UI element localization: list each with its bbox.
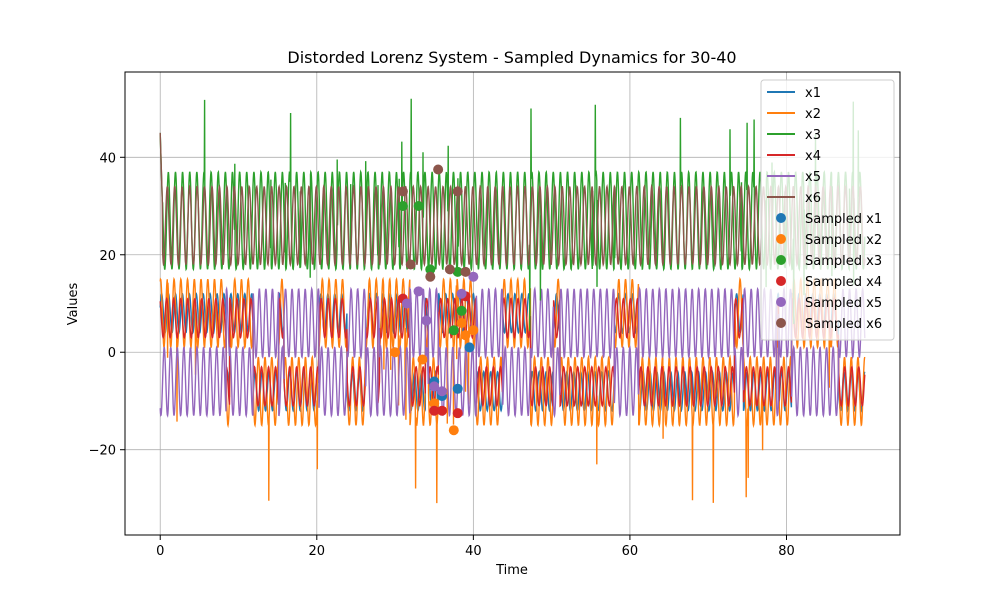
sampled-point-Sampled-x2 xyxy=(429,398,440,409)
sampled-point-Sampled-x5 xyxy=(401,298,412,309)
y-tick-label: −20 xyxy=(89,444,116,459)
axis-ticks: 0 20 40 60 80 −20 0 20 40 xyxy=(89,151,795,559)
legend-label: Sampled x3 xyxy=(805,254,882,269)
legend-marker-Sampled-x6 xyxy=(776,318,786,328)
series-line-x4 xyxy=(159,296,866,408)
sampled-point-Sampled-x3 xyxy=(456,305,467,316)
legend-label: x4 xyxy=(805,149,821,164)
legend-marker-Sampled-x2 xyxy=(776,234,786,244)
legend-label: Sampled x2 xyxy=(805,233,882,248)
legend-label: Sampled x4 xyxy=(805,275,882,290)
y-tick-label: 40 xyxy=(99,151,116,166)
series-line-x5 xyxy=(159,286,866,419)
sampled-point-Sampled-x6 xyxy=(460,266,471,277)
legend-box xyxy=(760,79,895,341)
legend-label: x3 xyxy=(805,128,821,143)
sampled-point-Sampled-x3 xyxy=(425,264,436,275)
legend-marker-Sampled-x4 xyxy=(776,276,786,286)
series-line-x6 xyxy=(159,132,866,268)
sampled-point-Sampled-x3 xyxy=(413,201,424,212)
sampled-point-Sampled-x6 xyxy=(397,186,408,197)
sampled-point-Sampled-x4 xyxy=(452,408,463,419)
series-lines xyxy=(159,98,866,504)
x-axis-label: Time xyxy=(495,563,528,578)
legend: x1 x2 x3 x4 x5 x6 Sampled x1 Sampled x2 Sampled … xyxy=(760,79,895,341)
plot-frame xyxy=(124,71,901,536)
x-tick-label: 20 xyxy=(309,544,326,559)
sampled-point-Sampled-x1 xyxy=(452,383,463,394)
x-tick-label: 40 xyxy=(465,544,482,559)
legend-marker-Sampled-x3 xyxy=(776,255,786,265)
y-axis-label: Values xyxy=(66,283,81,326)
sampled-point-Sampled-x5 xyxy=(456,288,467,299)
legend-label: x2 xyxy=(805,107,821,122)
sampled-point-Sampled-x6 xyxy=(405,259,416,270)
x-tick-label: 80 xyxy=(778,544,795,559)
sampled-point-Sampled-x4 xyxy=(429,405,440,416)
y-tick-label: 0 xyxy=(108,346,116,361)
sampled-point-Sampled-x6 xyxy=(425,271,436,282)
sampled-point-Sampled-x1 xyxy=(464,342,475,353)
sampled-point-Sampled-x2 xyxy=(448,425,459,436)
sampled-point-Sampled-x3 xyxy=(448,325,459,336)
sampled-point-Sampled-x2 xyxy=(460,330,471,341)
legend-marker-Sampled-x1 xyxy=(776,213,786,223)
sampled-point-Sampled-x5 xyxy=(468,271,479,282)
legend-label: x6 xyxy=(805,191,821,206)
sampled-point-Sampled-x6 xyxy=(452,186,463,197)
sampled-point-Sampled-x5 xyxy=(429,381,440,392)
legend-label: x5 xyxy=(805,170,821,185)
sampled-point-Sampled-x3 xyxy=(452,266,463,277)
y-tick-label: 20 xyxy=(99,249,116,264)
sampled-point-Sampled-x2 xyxy=(456,317,467,328)
sampled-point-Sampled-x6 xyxy=(433,164,444,175)
sampled-point-Sampled-x3 xyxy=(397,201,408,212)
sampled-point-Sampled-x2 xyxy=(468,325,479,336)
legend-label: Sampled x5 xyxy=(805,296,882,311)
legend-label: Sampled x6 xyxy=(805,317,882,332)
x-tick-label: 0 xyxy=(156,544,164,559)
sampled-point-Sampled-x2 xyxy=(417,354,428,365)
sampled-points xyxy=(390,164,479,436)
x-tick-label: 60 xyxy=(622,544,639,559)
sampled-point-Sampled-x5 xyxy=(413,286,424,297)
chart-title: Distorded Lorenz System - Sampled Dynami… xyxy=(287,48,736,67)
legend-label: Sampled x1 xyxy=(805,212,882,227)
legend-label: x1 xyxy=(805,86,821,101)
sampled-point-Sampled-x6 xyxy=(444,264,455,275)
sampled-point-Sampled-x5 xyxy=(421,315,432,326)
legend-marker-Sampled-x5 xyxy=(776,297,786,307)
sampled-point-Sampled-x2 xyxy=(390,347,401,358)
sampled-point-Sampled-x5 xyxy=(437,386,448,397)
sampled-point-Sampled-x4 xyxy=(437,405,448,416)
